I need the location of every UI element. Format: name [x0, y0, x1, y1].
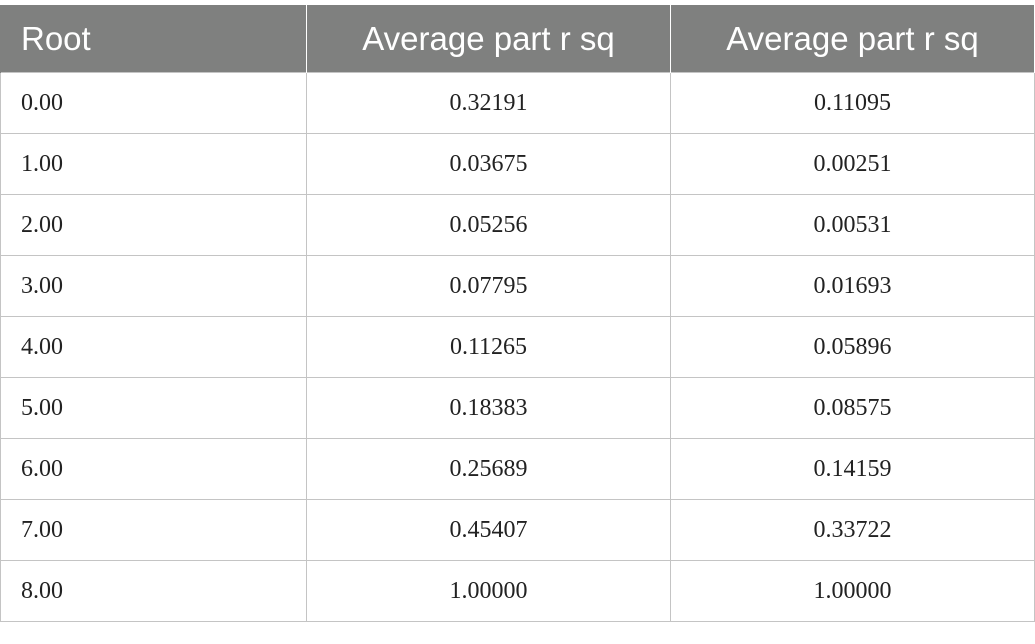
- table-row: 1.00 0.03675 0.00251: [0, 133, 1035, 195]
- table-header: Root Average part r sq Average part r sq: [0, 5, 1035, 73]
- column-header-average-part-r-sq-2: Average part r sq: [670, 5, 1035, 73]
- value-cell: 0.05896: [670, 316, 1035, 378]
- root-cell: 1.00: [0, 133, 307, 195]
- root-cell: 2.00: [0, 194, 307, 256]
- value-cell: 0.01693: [670, 255, 1035, 317]
- table-row: 6.00 0.25689 0.14159: [0, 438, 1035, 500]
- root-cell: 6.00: [0, 438, 307, 500]
- value-cell: 0.08575: [670, 377, 1035, 439]
- data-table: Root Average part r sq Average part r sq…: [0, 5, 1035, 622]
- table-row: 7.00 0.45407 0.33722: [0, 499, 1035, 561]
- table-row: 8.00 1.00000 1.00000: [0, 560, 1035, 622]
- value-cell: 0.11095: [670, 72, 1035, 134]
- value-cell: 1.00000: [306, 560, 671, 622]
- value-cell: 0.00531: [670, 194, 1035, 256]
- column-header-root: Root: [0, 5, 307, 73]
- value-cell: 0.18383: [306, 377, 671, 439]
- value-cell: 0.45407: [306, 499, 671, 561]
- table-row: 2.00 0.05256 0.00531: [0, 194, 1035, 256]
- value-cell: 0.05256: [306, 194, 671, 256]
- value-cell: 0.03675: [306, 133, 671, 195]
- table-row: 4.00 0.11265 0.05896: [0, 316, 1035, 378]
- root-cell: 3.00: [0, 255, 307, 317]
- column-header-average-part-r-sq-1: Average part r sq: [306, 5, 671, 73]
- root-cell: 8.00: [0, 560, 307, 622]
- value-cell: 0.14159: [670, 438, 1035, 500]
- value-cell: 0.07795: [306, 255, 671, 317]
- value-cell: 1.00000: [670, 560, 1035, 622]
- data-table-container: Root Average part r sq Average part r sq…: [0, 5, 1035, 622]
- table-row: 0.00 0.32191 0.11095: [0, 72, 1035, 134]
- value-cell: 0.32191: [306, 72, 671, 134]
- header-row: Root Average part r sq Average part r sq: [0, 5, 1035, 73]
- table-row: 5.00 0.18383 0.08575: [0, 377, 1035, 439]
- value-cell: 0.25689: [306, 438, 671, 500]
- table-body: 0.00 0.32191 0.11095 1.00 0.03675 0.0025…: [0, 72, 1035, 622]
- value-cell: 0.11265: [306, 316, 671, 378]
- root-cell: 7.00: [0, 499, 307, 561]
- root-cell: 5.00: [0, 377, 307, 439]
- value-cell: 0.00251: [670, 133, 1035, 195]
- root-cell: 0.00: [0, 72, 307, 134]
- table-row: 3.00 0.07795 0.01693: [0, 255, 1035, 317]
- root-cell: 4.00: [0, 316, 307, 378]
- value-cell: 0.33722: [670, 499, 1035, 561]
